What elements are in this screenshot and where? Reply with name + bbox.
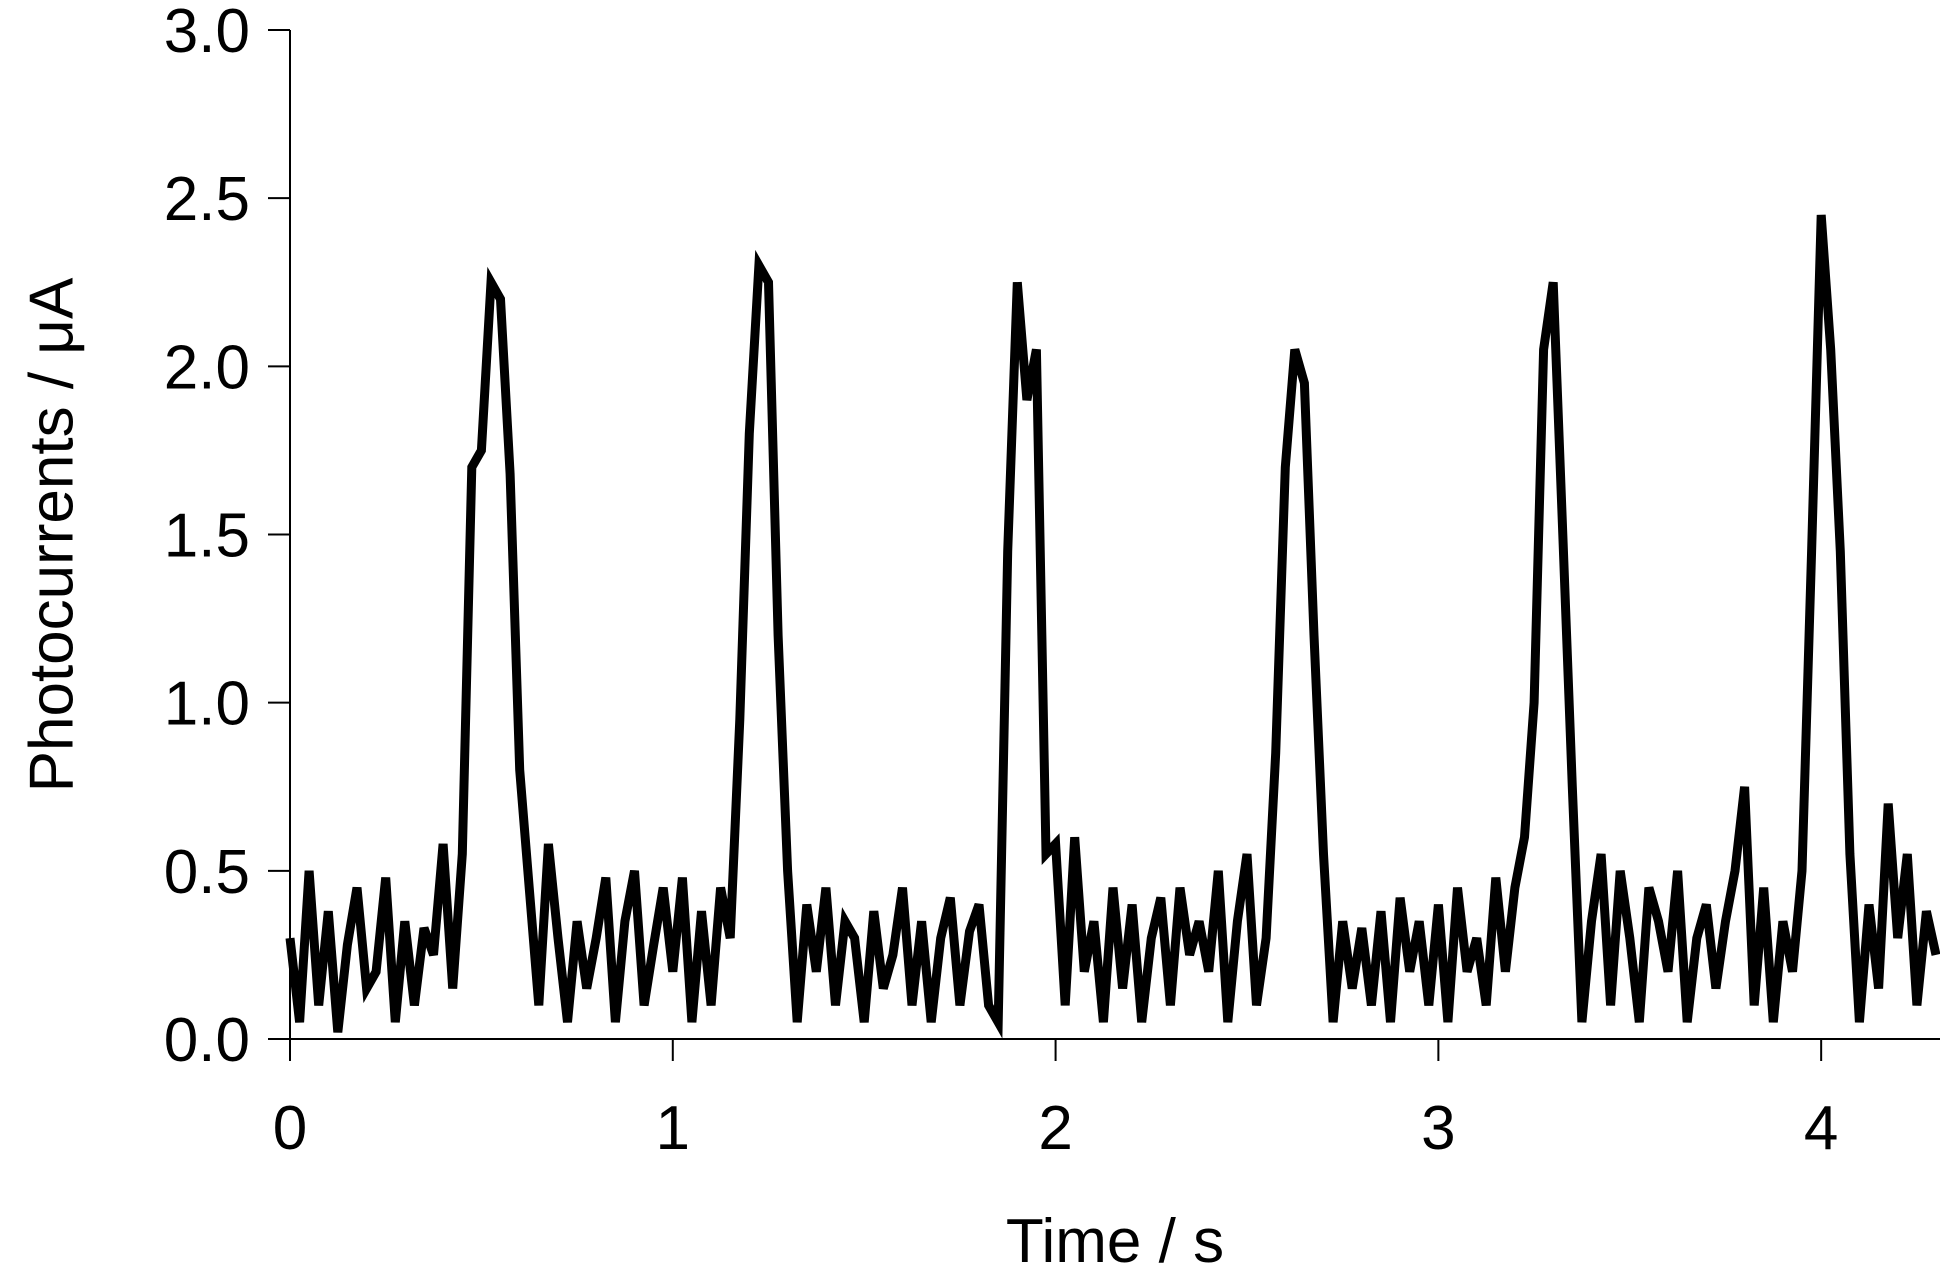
x-tick-label: 3: [1421, 1094, 1455, 1163]
x-tick-label: 1: [656, 1094, 690, 1163]
x-tick-label: 2: [1038, 1094, 1072, 1163]
data-line: [285, 214, 1940, 1039]
y-tick-label: 0.0: [164, 1006, 250, 1075]
y-axis-label: Photocurrents / μA: [17, 277, 86, 792]
x-axis-label: Time / s: [1006, 1207, 1224, 1276]
x-tick-label: 4: [1804, 1094, 1838, 1163]
y-tick-label: 2.5: [164, 165, 250, 234]
y-tick-label: 0.5: [164, 838, 250, 907]
y-tick-label: 3.0: [164, 0, 250, 66]
x-tick-label: 0: [273, 1094, 307, 1163]
y-tick-label: 2.0: [164, 333, 250, 402]
y-tick-label: 1.0: [164, 670, 250, 739]
y-tick-label: 1.5: [164, 502, 250, 571]
